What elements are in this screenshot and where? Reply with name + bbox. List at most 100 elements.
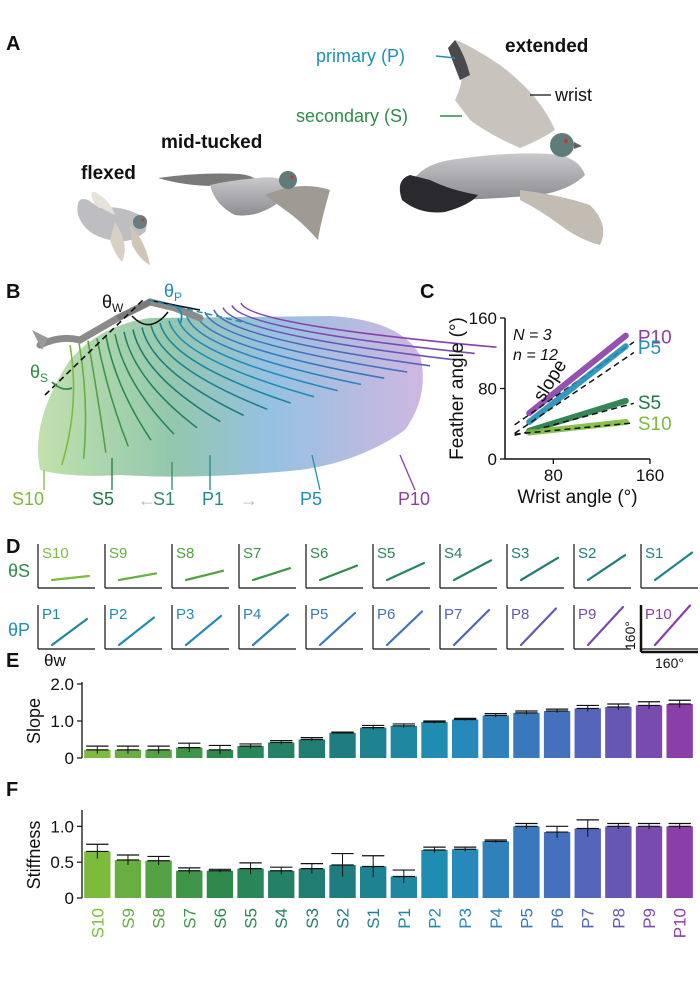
theta-w-line <box>147 299 201 311</box>
f-bar-p1 <box>390 876 418 898</box>
e-bar-p9 <box>635 705 663 758</box>
d-label-s7: S7 <box>243 545 261 562</box>
f-bar-p9 <box>635 826 663 898</box>
feather-shaft <box>78 342 87 459</box>
f-x-tick-label: P4 <box>487 908 506 929</box>
wing-fan-illustration <box>32 298 497 477</box>
f-bar-s6 <box>206 870 234 898</box>
label-mid-tucked: mid-tucked <box>161 132 262 153</box>
d-trace-p10 <box>653 604 692 647</box>
feather-shaft <box>177 318 338 392</box>
e-y-axis-label: Slope <box>24 698 44 744</box>
d-label-p1: P1 <box>42 606 60 623</box>
e-bar-p2 <box>421 722 448 758</box>
e-bar-p8 <box>605 706 632 758</box>
e-bar-s1 <box>359 727 387 758</box>
f-x-tick-label: P10 <box>671 908 690 938</box>
f-y-tick-label: 1.0 <box>50 817 74 836</box>
d-label-s8: S8 <box>176 545 194 562</box>
theta-w-label: θW <box>102 292 124 315</box>
f-x-tick-label: S1 <box>364 908 383 929</box>
d-label-p3: P3 <box>176 606 194 623</box>
f-bar-p4 <box>482 841 509 898</box>
f-bar-s9 <box>114 860 142 898</box>
theta-w-arc <box>131 311 169 326</box>
d-label-s5: S5 <box>377 545 395 562</box>
theta-s-label: θS <box>30 362 48 385</box>
e-bar-s5 <box>237 746 264 758</box>
d-label-p10: P10 <box>645 606 672 623</box>
extended-pigeon-illustration <box>399 40 604 245</box>
e-bar-p3 <box>451 719 479 758</box>
f-x-tick-label: S10 <box>88 908 107 938</box>
feather-shaft <box>231 304 475 355</box>
f-bar-p6 <box>543 832 571 898</box>
f-x-tick-label: P7 <box>579 908 598 929</box>
e-bar-s8 <box>145 749 172 758</box>
c-series-label-p5: P5 <box>638 338 661 359</box>
d-trace-p1 <box>50 617 89 647</box>
d-theta-p-label: θP <box>8 620 30 640</box>
c-annotation-n-birds: N = 3 <box>513 327 552 344</box>
theta-s-dashed-line <box>44 297 146 396</box>
e-bar-s10 <box>84 749 111 758</box>
c-x-tick-label: 160 <box>636 466 664 485</box>
feather-shaft <box>186 316 362 386</box>
feather-shaft <box>240 302 497 348</box>
primary-leader-line <box>435 55 456 59</box>
e-bar-p1 <box>390 725 418 758</box>
f-x-tick-label: P6 <box>548 908 567 929</box>
d-trace-p6 <box>385 610 424 647</box>
d-trace-p8 <box>519 607 558 647</box>
d-trace-p4 <box>251 613 290 647</box>
panel-letter-e: E <box>6 650 19 672</box>
panel-letter-f: F <box>6 779 18 801</box>
c-y-tick-label: 160 <box>469 309 497 328</box>
d-trace-s10 <box>50 574 91 582</box>
d-label-p6: P6 <box>377 606 395 623</box>
d-trace-s4 <box>452 559 493 582</box>
f-bar-p3 <box>451 849 479 898</box>
f-bar-p10 <box>666 826 693 898</box>
c-series-label-p10: P10 <box>638 328 672 349</box>
feather-shaft <box>105 336 152 441</box>
d-label-p4: P4 <box>243 606 261 623</box>
c-series-label-s10: S10 <box>638 414 672 435</box>
arrow-right-icon: → <box>240 490 258 510</box>
d-theta-s-label: θS <box>8 561 30 581</box>
e-y-tick-label: 2.0 <box>50 675 74 694</box>
feather-shaft <box>123 331 198 429</box>
theta-p-dashed-line <box>147 299 256 326</box>
label-secondary: secondary (S) <box>296 106 408 126</box>
mid-tucked-pigeon-illustration <box>158 171 330 240</box>
d-trace-s1 <box>653 551 694 582</box>
feather-shaft <box>195 313 385 379</box>
c-annotation-n-feathers: n = 12 <box>513 347 558 364</box>
f-bar-p8 <box>605 826 632 898</box>
d-label-s3: S3 <box>511 545 529 562</box>
feather-shaft <box>96 338 130 447</box>
c-series-line-p5 <box>526 343 629 425</box>
f-x-tick-label: S6 <box>211 908 230 929</box>
feather-shaft <box>168 320 315 398</box>
label-wrist: wrist <box>554 85 592 105</box>
feather-shaft <box>87 340 107 453</box>
f-x-tick-label: S2 <box>334 908 353 929</box>
e-y-tick-label: 1.0 <box>50 712 74 731</box>
f-x-tick-label: P1 <box>395 908 414 929</box>
c-series-line-s5 <box>526 397 629 434</box>
wing-label-s1: S1 <box>153 489 175 509</box>
feather-shaft <box>114 333 175 435</box>
d-theta-w-label: θw <box>44 651 66 670</box>
stiffness-bar-chart: 0 0.5 1.0 Stiffness S10 S9 S8 S7 S6 S5 S4 S3 S2 S1 P1 P… <box>24 810 693 938</box>
f-x-tick-label: P2 <box>425 908 444 929</box>
f-bar-s4 <box>268 870 295 898</box>
c-series-fit-p5 <box>514 351 635 434</box>
d-label-s10: S10 <box>42 545 69 562</box>
feather-shaft <box>132 329 221 423</box>
e-bar-s7 <box>176 747 203 758</box>
c-series-label-s5: S5 <box>638 393 661 414</box>
f-x-tick-label: S7 <box>180 908 199 929</box>
d-label-s4: S4 <box>444 545 462 562</box>
